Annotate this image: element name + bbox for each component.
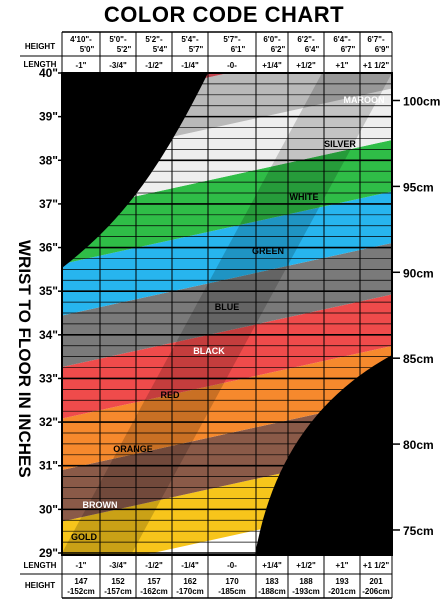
column-height-cm: 157 [147,577,161,586]
column-length-top: +1 1/2" [363,61,389,70]
y-inch-tick-label: 37" [39,197,58,211]
column-height-cm: -201cm [328,587,356,596]
column-height-cm: -193cm [292,587,320,596]
column-height-ft: 5'2" [117,45,132,54]
band-blue [62,191,392,316]
column-height-cm: 162 [183,577,197,586]
column-length-top: +1/2" [296,61,316,70]
column-length-bottom: -3/4" [109,561,127,570]
column-height-ft: 6'1" [231,45,246,54]
column-height-cm: -162cm [140,587,168,596]
y-inch-tick-label: 32" [39,415,58,429]
band-label-red: RED [160,390,180,400]
column-height-ft: 6'7" [341,45,356,54]
y-cm-tick-label: 75cm [403,524,434,538]
height-row-label-bottom: HEIGHT [25,581,55,590]
column-length-bottom: +1 1/2" [363,561,389,570]
y-cm-tick-label: 100cm [403,94,440,108]
column-length-bottom: -1/4" [181,561,199,570]
column-height-ft: 6'9" [375,45,390,54]
plot-area [62,73,392,555]
column-height-ft: 5'4"- [181,35,199,44]
y-inch-tick-label: 29" [39,546,58,560]
y-inch-tick-label: 35" [39,284,58,298]
column-height-ft: 6'7"- [367,35,385,44]
y-inch-tick-label: 33" [39,371,58,385]
column-length-top: +1" [336,61,349,70]
column-height-ft: 5'2"- [145,35,163,44]
band-label-silver: SILVER [324,139,356,149]
column-height-cm: -185cm [218,587,246,596]
y-inch-tick-label: 40" [39,66,58,80]
length-row-label-bottom: LENGTH [24,561,57,570]
y-inch-tick-label: 38" [39,153,58,167]
column-height-ft: 5'0" [80,45,95,54]
column-height-ft: 4'10"- [70,35,92,44]
y-cm-tick-label: 90cm [403,266,434,280]
column-height-cm: -206cm [362,587,390,596]
column-height-cm: -152cm [67,587,95,596]
band-label-black: BLACK [193,346,225,356]
height-row-label: HEIGHT [25,42,55,51]
y-inch-tick-label: 36" [39,241,58,255]
y-inch-tick-label: 39" [39,110,58,124]
column-height-cm: 170 [225,577,239,586]
column-height-ft: 6'4"- [333,35,351,44]
column-length-top: +1/4" [262,61,282,70]
band-label-blue: BLUE [215,302,240,312]
column-length-top: -1" [76,61,87,70]
y-cm-tick-label: 85cm [403,352,434,366]
column-length-top: -1/2" [145,61,163,70]
y-inch-tick-label: 30" [39,502,58,516]
column-length-bottom: +1" [336,561,349,570]
column-length-top: -1/4" [181,61,199,70]
column-height-ft: 5'0"- [109,35,127,44]
band-orange [62,345,392,471]
column-length-top: -0- [227,61,237,70]
column-height-cm: -170cm [176,587,204,596]
band-label-white: WHITE [290,192,319,202]
column-height-cm: 152 [111,577,125,586]
column-height-cm: 147 [74,577,88,586]
column-height-ft: 6'0"- [263,35,281,44]
y-inch-tick-label: 34" [39,328,58,342]
column-height-cm: 201 [369,577,383,586]
length-row-label: LENGTH [24,60,57,69]
column-length-top: -3/4" [109,61,127,70]
column-height-ft: 5'7"- [223,35,241,44]
y-cm-tick-label: 95cm [403,180,434,194]
column-length-bottom: -1/2" [145,561,163,570]
column-height-cm: -157cm [104,587,132,596]
column-length-bottom: -0- [227,561,237,570]
column-height-cm: -188cm [258,587,286,596]
column-height-ft: 6'2"- [297,35,315,44]
column-height-ft: 5'7" [189,45,204,54]
column-length-bottom: -1" [76,561,87,570]
band-label-gold: GOLD [71,532,97,542]
column-height-cm: 183 [265,577,279,586]
chart-title: COLOR CODE CHART [103,2,345,27]
plot-border [61,72,393,556]
band-label-maroon: MAROON [344,95,385,105]
band-black [62,242,392,368]
column-height-cm: 188 [299,577,313,586]
band-label-brown: BROWN [83,500,118,510]
column-height-ft: 6'4" [305,45,320,54]
column-length-bottom: +1/2" [296,561,316,570]
band-label-green: GREEN [252,246,284,256]
column-height-cm: 193 [335,577,349,586]
band-label-orange: ORANGE [113,444,153,454]
column-height-ft: 5'4" [153,45,168,54]
y-cm-tick-label: 80cm [403,438,434,452]
y-inch-tick-label: 31" [39,459,58,473]
column-length-bottom: +1/4" [262,561,282,570]
column-height-ft: 6'2" [271,45,286,54]
